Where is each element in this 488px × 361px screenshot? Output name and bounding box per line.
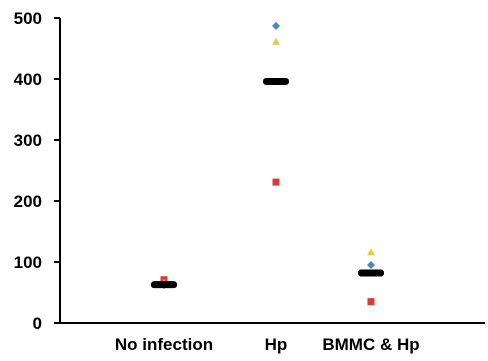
x-tick-labels: No infection Hp BMMC & Hp	[115, 335, 420, 354]
y-tick-label: 200	[14, 192, 42, 211]
data-points	[160, 21, 375, 306]
mean-bar	[151, 281, 177, 289]
mean-bar	[358, 269, 384, 277]
x-tick-label: No infection	[115, 335, 213, 354]
y-tick-label: 0	[33, 314, 42, 333]
x-tick-label: BMMC & Hp	[322, 335, 419, 354]
y-tick-label: 300	[14, 131, 42, 150]
data-point	[272, 178, 280, 186]
data-point	[367, 248, 375, 256]
mean-bar	[263, 77, 289, 85]
data-point	[272, 21, 280, 30]
y-ticks: 0 100 200 300 400 500	[14, 9, 60, 333]
y-tick-label: 100	[14, 253, 42, 272]
data-point	[272, 37, 280, 45]
y-tick-label: 400	[14, 70, 42, 89]
x-tick-label: Hp	[265, 335, 288, 354]
data-point	[367, 261, 375, 270]
y-tick-label: 500	[14, 9, 42, 28]
mean-bars	[151, 77, 384, 289]
data-point	[367, 298, 375, 306]
